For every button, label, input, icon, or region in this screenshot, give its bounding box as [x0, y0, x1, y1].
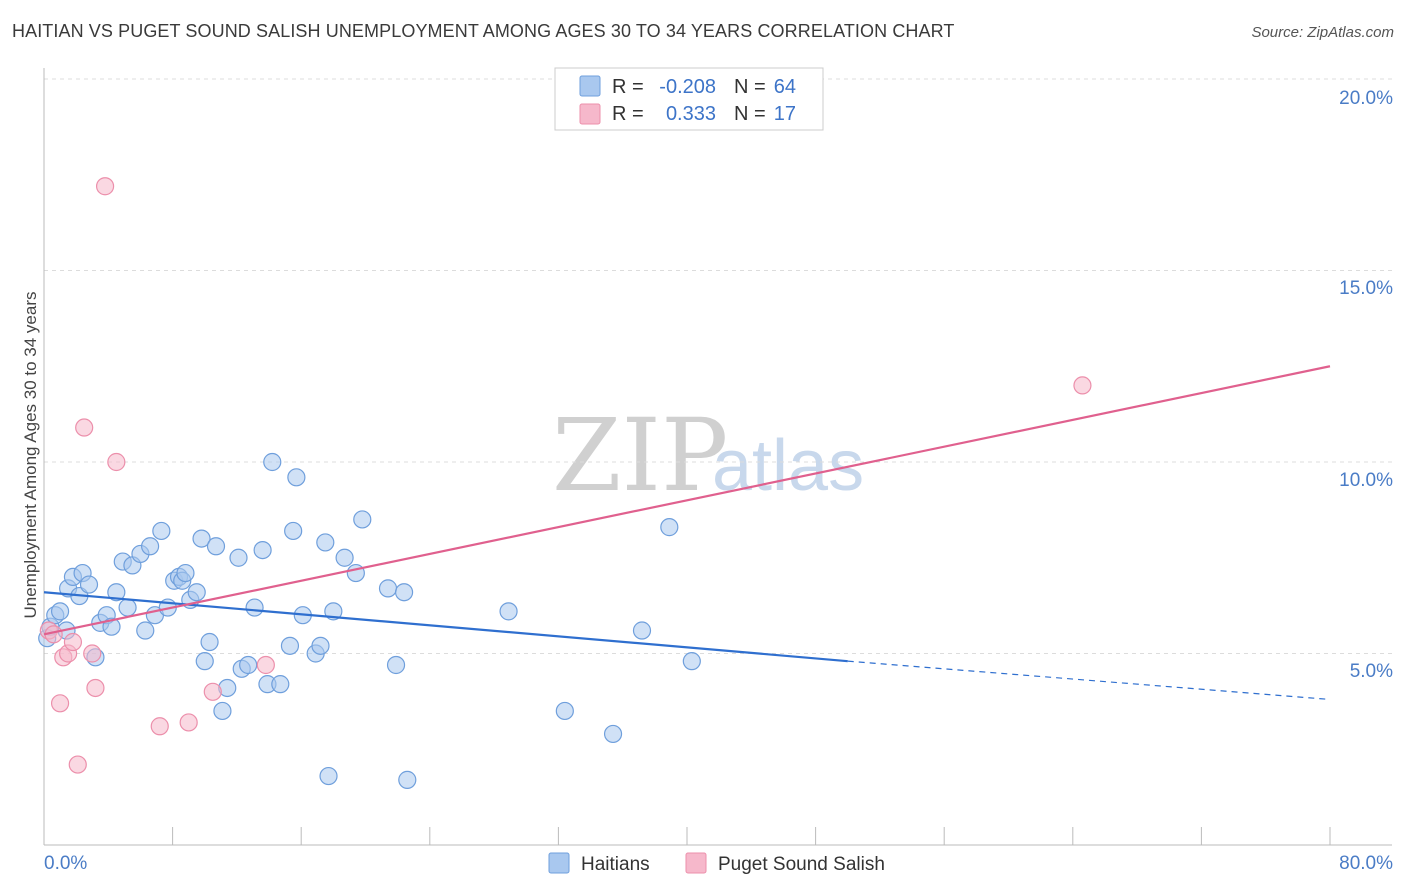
point-puget-14 — [203, 682, 222, 701]
point-puget-6 — [68, 755, 87, 774]
point-puget-7 — [75, 418, 94, 437]
point-haitians-51 — [319, 766, 338, 786]
point-haitians-64 — [660, 518, 679, 537]
point-haitians-3 — [50, 602, 70, 621]
legend-n-label-puget: N = — [734, 103, 766, 125]
x-tick-label-max: 80.0% — [1339, 853, 1393, 874]
point-haitians-53 — [335, 548, 354, 567]
chart-title: HAITIAN VS PUGET SOUND SALISH UNEMPLOYME… — [12, 21, 955, 41]
point-haitians-56 — [378, 579, 398, 598]
point-haitians-22 — [152, 521, 171, 541]
point-haitians-58 — [394, 583, 414, 602]
legend-n-value-puget: 17 — [774, 103, 796, 125]
point-haitians-43 — [271, 675, 290, 694]
point-haitians-19 — [136, 621, 155, 640]
point-haitians-55 — [353, 510, 372, 529]
point-puget-8 — [83, 644, 102, 663]
point-haitians-50 — [316, 533, 335, 552]
point-haitians-9 — [79, 575, 99, 594]
legend-swatch-haitians — [579, 75, 601, 97]
point-haitians-42 — [263, 452, 282, 472]
data-points — [38, 177, 1092, 789]
point-puget-12 — [150, 717, 169, 736]
y-tick-label-5: 5.0% — [1350, 661, 1393, 682]
axes — [43, 68, 1392, 846]
point-haitians-59 — [398, 770, 417, 789]
trend-line-puget — [43, 365, 1331, 636]
point-haitians-60 — [499, 602, 518, 621]
point-haitians-45 — [284, 521, 303, 541]
y-axis-label: Unemployment Among Ages 30 to 34 years — [21, 292, 40, 619]
point-puget-5 — [63, 632, 83, 652]
x-tick-label-min: 0.0% — [44, 853, 87, 874]
point-haitians-49 — [311, 636, 330, 655]
point-haitians-32 — [200, 632, 219, 652]
point-puget-10 — [95, 177, 115, 196]
point-haitians-14 — [107, 583, 126, 602]
y-tick-label-15: 15.0% — [1339, 278, 1393, 299]
trend-line-extension-haitians — [847, 660, 1331, 701]
point-haitians-30 — [192, 529, 211, 548]
series-legend-swatch-puget — [685, 852, 707, 874]
legend-r-value-puget: 0.333 — [666, 103, 716, 125]
point-puget-16 — [1073, 376, 1092, 395]
series-legend-label-haitians: Haitians — [581, 854, 650, 875]
point-haitians-57 — [386, 655, 406, 675]
point-haitians-16 — [118, 598, 137, 617]
point-puget-13 — [179, 713, 198, 732]
y-tick-label-20: 20.0% — [1339, 88, 1393, 109]
point-puget-2 — [50, 694, 70, 713]
point-haitians-63 — [632, 621, 652, 640]
legend-n-label-haitians: N = — [734, 76, 766, 98]
trend-line-haitians — [43, 591, 848, 663]
legend-n-value-haitians: 64 — [774, 76, 796, 98]
legend-r-value-haitians: -0.208 — [659, 76, 716, 98]
series-legend: Haitians Puget Sound Salish — [548, 852, 885, 875]
series-legend-swatch-haitians — [548, 852, 570, 874]
point-haitians-39 — [245, 598, 264, 617]
point-haitians-46 — [287, 468, 306, 487]
point-haitians-33 — [206, 537, 226, 556]
y-tick-label-10: 10.0% — [1339, 470, 1393, 491]
point-haitians-36 — [229, 548, 248, 567]
point-haitians-62 — [603, 724, 623, 744]
watermark: ZIP atlas — [552, 397, 864, 514]
point-haitians-34 — [213, 701, 232, 721]
grid — [44, 78, 1392, 654]
point-puget-9 — [86, 678, 105, 698]
stats-legend: R = -0.208 N = 64 R = 0.333 N = 17 — [554, 67, 824, 131]
legend-r-label-puget: R = — [612, 103, 644, 125]
trend-lines — [43, 365, 1331, 701]
point-haitians-13 — [102, 617, 121, 636]
point-puget-15 — [256, 655, 275, 675]
point-haitians-20 — [140, 537, 160, 556]
point-haitians-27 — [176, 563, 195, 583]
legend-r-label-haitians: R = — [612, 76, 644, 98]
point-haitians-40 — [253, 540, 272, 560]
point-haitians-38 — [239, 655, 258, 675]
point-haitians-31 — [195, 652, 214, 671]
legend-swatch-puget — [579, 103, 601, 125]
point-puget-11 — [107, 452, 126, 472]
watermark-atlas: atlas — [712, 426, 864, 506]
point-haitians-29 — [187, 583, 206, 602]
point-haitians-65 — [682, 652, 701, 671]
watermark-zip: ZIP — [552, 397, 728, 514]
point-haitians-44 — [280, 636, 300, 655]
series-legend-label-puget: Puget Sound Salish — [718, 854, 885, 875]
point-haitians-61 — [555, 701, 574, 721]
source-credit: Source: ZipAtlas.com — [1251, 24, 1394, 41]
